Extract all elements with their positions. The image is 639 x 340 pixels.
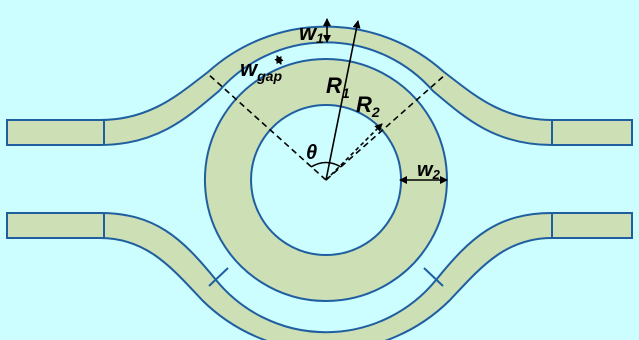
bottom-bus-waveguide (6, 212, 633, 340)
theta-label: θ (306, 142, 317, 164)
coupling-angle-right-line (325, 73, 447, 181)
ring-resonator (203, 58, 448, 302)
theta-angle-arc (310, 161, 342, 168)
w1-label: w1 (299, 20, 324, 46)
bottom-bus-arc-left-divider (208, 267, 229, 287)
wgap-dimension-arrow (274, 55, 284, 65)
w2-label: w2 (417, 159, 441, 182)
wgap-label: wgap (240, 56, 282, 84)
top-bus-waveguide (6, 25, 633, 146)
r2-radius-arrow (325, 123, 383, 181)
coupling-angle-left-line (207, 73, 327, 181)
r1-radius-arrow (325, 20, 361, 181)
bottom-bus-arc-right-divider (423, 267, 444, 287)
r2-label: R2 (356, 92, 380, 120)
r1-label: R1 (326, 73, 350, 101)
